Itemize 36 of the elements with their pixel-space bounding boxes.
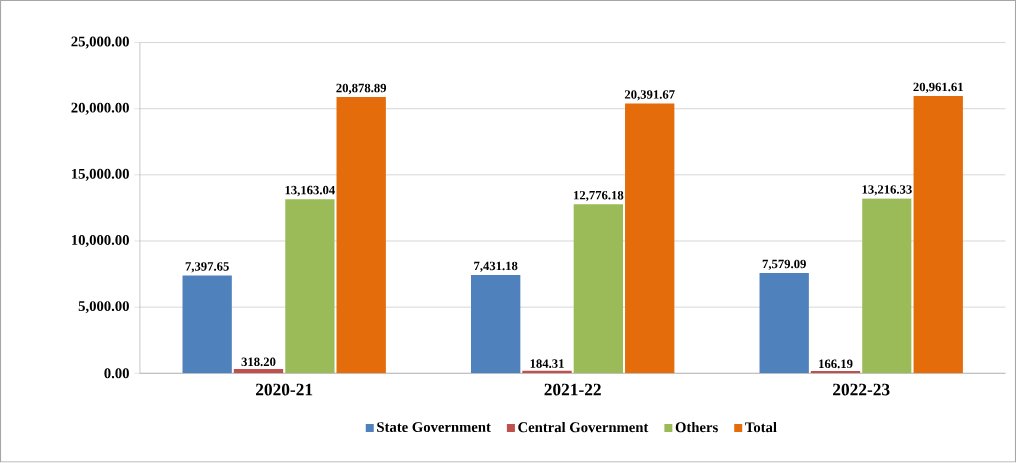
bar	[810, 371, 861, 374]
bar	[573, 204, 624, 374]
y-tick-label: 15,000.00	[71, 169, 129, 182]
legend-label: Central Government	[518, 422, 649, 433]
legend-label: Others	[675, 422, 718, 433]
y-tick-label: 10,000.00	[71, 235, 129, 248]
bar	[182, 275, 232, 374]
x-tick-label: 2021-22	[544, 383, 601, 396]
x-tick-label: 2022-23	[833, 383, 890, 396]
data-label: 7,579.09	[762, 259, 806, 271]
data-label: 13,216.33	[862, 185, 912, 196]
data-label: 318.20	[241, 357, 276, 367]
bar	[862, 198, 912, 374]
legend-label: Total	[745, 422, 777, 433]
data-label: 12,776.18	[574, 191, 624, 202]
data-label: 7,397.65	[185, 262, 229, 273]
y-tick-label: 25,000.00	[71, 36, 129, 49]
data-label: 20,391.67	[624, 90, 675, 101]
bar	[336, 97, 386, 374]
legend-label: State Government	[377, 422, 491, 433]
bar	[913, 96, 963, 374]
bar	[471, 275, 521, 374]
bar	[285, 199, 335, 374]
bar	[625, 103, 675, 374]
x-tick-label: 2020-21	[256, 383, 313, 396]
data-label: 7,431.18	[474, 261, 518, 273]
data-label: 13,163.04	[285, 186, 335, 197]
data-label: 20,961.61	[913, 82, 963, 94]
data-label: 184.31	[530, 359, 564, 369]
bar	[233, 369, 284, 374]
data-label: 166.19	[819, 359, 853, 369]
y-tick-label: 5,000.00	[78, 301, 129, 314]
y-tick-label: 0.00	[104, 368, 129, 379]
y-tick-label: 20,000.00	[71, 102, 129, 115]
bar	[759, 273, 809, 374]
data-label: 20,878.89	[336, 83, 387, 95]
